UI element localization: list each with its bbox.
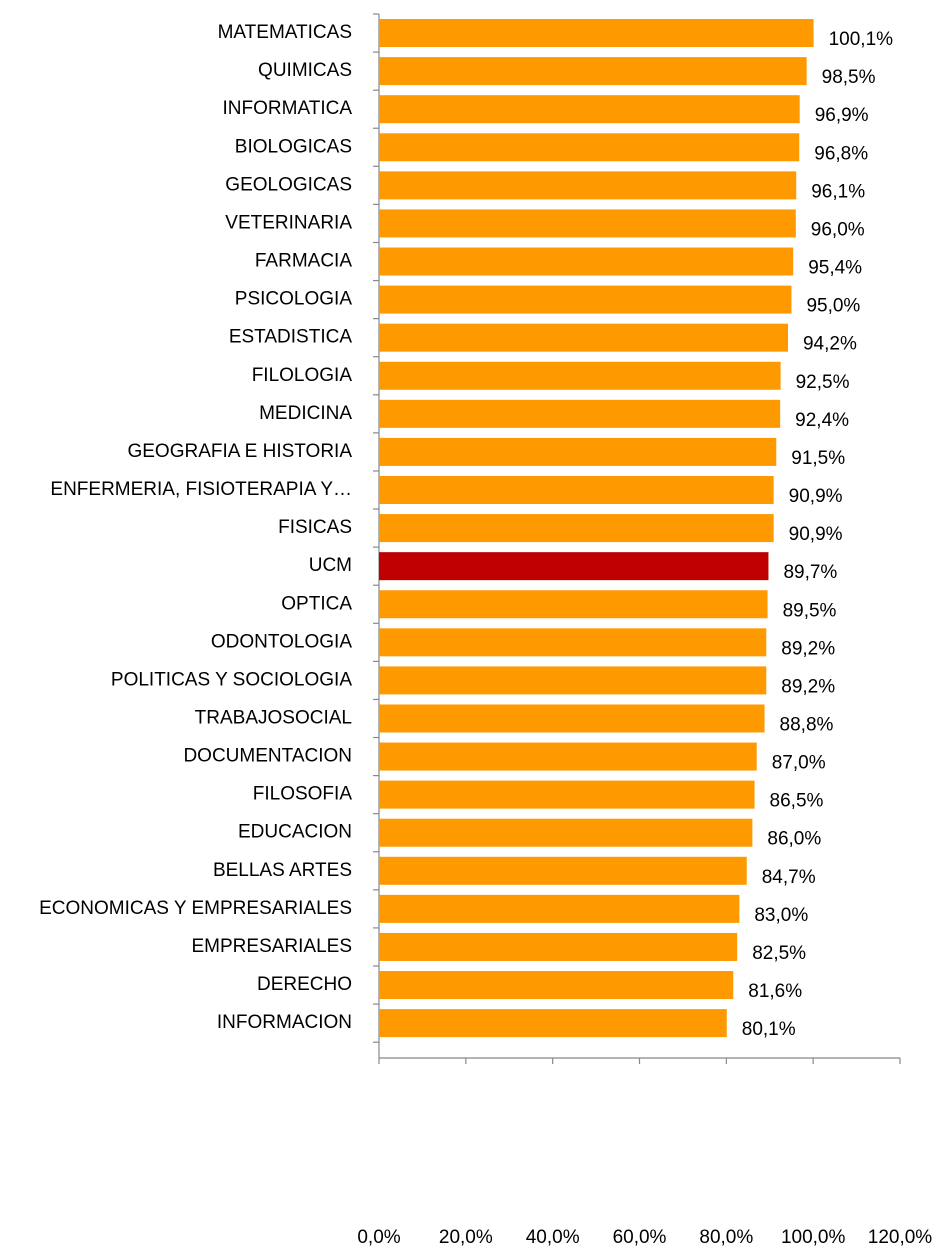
y-tick-label: ECONOMICAS Y EMPRESARIALES — [39, 898, 352, 919]
bar — [379, 514, 774, 543]
y-tick-label: POLITICAS Y SOCIOLOGIA — [111, 669, 352, 690]
bar — [379, 437, 777, 466]
value-label: 87,0% — [772, 753, 826, 774]
value-label: 96,8% — [814, 143, 868, 164]
x-tick-label: 20,0% — [439, 1227, 493, 1248]
bar — [379, 552, 769, 581]
y-tick-label: MEDICINA — [259, 403, 352, 424]
y-tick-label: DERECHO — [257, 974, 352, 995]
y-tick-label: PSICOLOGIA — [235, 289, 353, 310]
x-tick-label: 100,0% — [781, 1227, 846, 1248]
bar — [379, 57, 807, 86]
value-label: 89,5% — [783, 600, 837, 621]
x-tick-label: 60,0% — [613, 1227, 667, 1248]
bar — [379, 209, 796, 238]
bar — [379, 323, 788, 352]
value-label: 98,5% — [822, 67, 876, 88]
value-label: 89,2% — [781, 676, 835, 697]
bar — [379, 894, 740, 923]
x-tick-label: 120,0% — [868, 1227, 933, 1248]
bar — [379, 399, 781, 428]
y-tick-label: INFORMATICA — [223, 98, 353, 119]
bar — [379, 1009, 727, 1038]
value-label: 94,2% — [803, 334, 857, 355]
y-tick-label: BELLAS ARTES — [213, 860, 352, 881]
value-label: 90,9% — [789, 524, 843, 545]
y-tick-label: EMPRESARIALES — [192, 936, 353, 957]
y-tick-label: MATEMATICAS — [218, 22, 352, 43]
value-label: 96,1% — [811, 181, 865, 202]
value-label: 89,7% — [783, 562, 837, 583]
value-label: 89,2% — [781, 638, 835, 659]
value-label: 96,0% — [811, 219, 865, 240]
value-label: 82,5% — [752, 943, 806, 964]
y-tick-label: VETERINARIA — [225, 212, 352, 233]
value-label: 91,5% — [791, 448, 845, 469]
value-label: 96,9% — [815, 105, 869, 126]
x-tick-label: 0,0% — [357, 1227, 400, 1248]
bar — [379, 476, 774, 504]
bar — [379, 780, 755, 809]
value-label: 86,5% — [770, 791, 824, 812]
value-label: 84,7% — [762, 867, 816, 888]
value-label: 95,0% — [806, 296, 860, 317]
bar — [379, 95, 800, 124]
bar — [379, 361, 781, 390]
value-label: 81,6% — [748, 981, 802, 1002]
value-label: 95,4% — [808, 258, 862, 279]
y-tick-label: ODONTOLOGIA — [211, 631, 352, 652]
y-tick-label: FILOSOFIA — [253, 784, 353, 805]
y-tick-label: BIOLOGICAS — [235, 136, 352, 157]
y-tick-label: EDUCACION — [238, 822, 352, 843]
bar — [379, 971, 734, 1000]
value-label: 83,0% — [754, 905, 808, 926]
bar — [379, 742, 757, 771]
y-tick-label: UCM — [309, 555, 352, 576]
bar — [379, 133, 800, 162]
bar — [379, 932, 738, 961]
x-tick-label: 40,0% — [526, 1227, 580, 1248]
bar — [379, 590, 768, 619]
y-tick-label: INFORMACION — [217, 1012, 352, 1033]
value-label: 88,8% — [780, 714, 834, 735]
y-tick-label: GEOGRAFIA E HISTORIA — [127, 441, 352, 462]
y-tick-label: FARMACIA — [255, 251, 352, 272]
y-tick-label: FISICAS — [278, 517, 352, 538]
y-tick-label: DOCUMENTACION — [183, 746, 352, 767]
value-label: 100,1% — [829, 29, 894, 50]
bar — [379, 171, 797, 200]
y-tick-label: QUIMICAS — [258, 60, 352, 81]
bar — [379, 856, 747, 885]
value-label: 92,4% — [795, 410, 849, 431]
bar — [379, 19, 814, 48]
y-tick-label: OPTICA — [281, 593, 352, 614]
value-label: 80,1% — [742, 1019, 796, 1040]
value-label: 90,9% — [789, 486, 843, 507]
x-tick-label: 80,0% — [699, 1227, 753, 1248]
bar — [379, 247, 794, 276]
value-label: 86,0% — [767, 829, 821, 850]
bar — [379, 666, 767, 695]
y-tick-label: FILOLOGIA — [252, 365, 353, 386]
bar — [379, 285, 792, 314]
y-tick-label: ENFERMERIA, FISIOTERAPIA Y… — [50, 479, 352, 500]
y-tick-label: ESTADISTICA — [229, 327, 352, 348]
y-tick-label: TRABAJOSOCIAL — [195, 707, 352, 728]
bar — [379, 704, 765, 733]
bar — [379, 818, 753, 847]
value-label: 92,5% — [796, 372, 850, 393]
y-tick-label: GEOLOGICAS — [225, 174, 352, 195]
bar — [379, 628, 767, 657]
